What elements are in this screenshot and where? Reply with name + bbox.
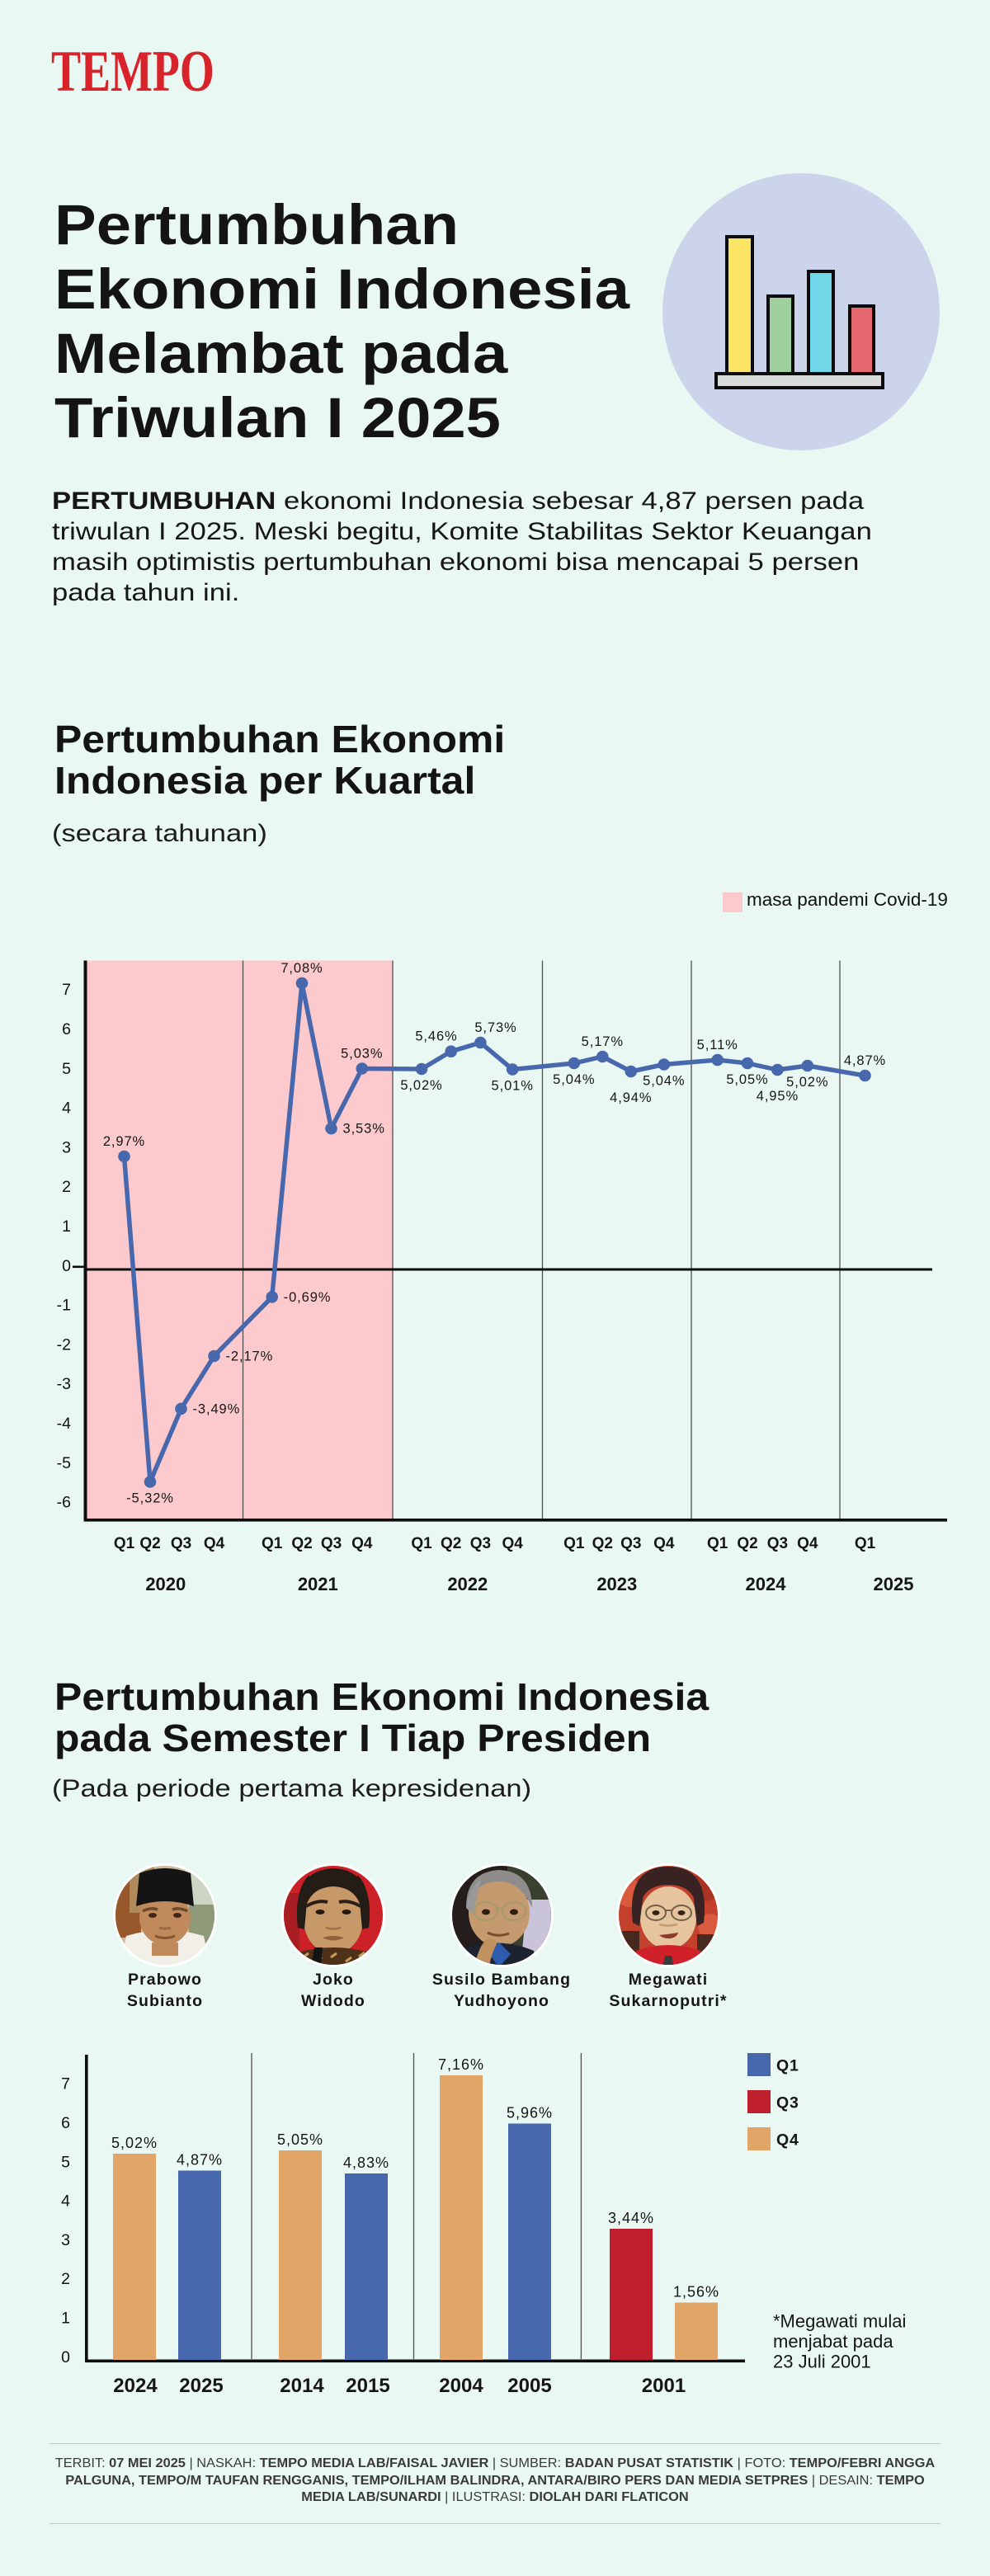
svg-text:Q2: Q2 — [291, 1535, 312, 1552]
svg-text:Q4: Q4 — [204, 1535, 225, 1552]
svg-text:Q1: Q1 — [262, 1535, 283, 1552]
svg-text:5: 5 — [61, 2153, 70, 2171]
svg-text:2: 2 — [62, 1178, 71, 1196]
svg-text:-2: -2 — [57, 1335, 71, 1354]
svg-text:4,87%: 4,87% — [844, 1053, 886, 1068]
svg-text:2025: 2025 — [874, 1574, 914, 1594]
svg-text:2025: 2025 — [179, 2375, 223, 2397]
svg-text:2023: 2023 — [596, 1574, 637, 1594]
svg-text:Q1: Q1 — [114, 1535, 135, 1552]
svg-text:-1: -1 — [57, 1297, 71, 1315]
svg-text:1,56%: 1,56% — [673, 2284, 719, 2301]
svg-text:3,44%: 3,44% — [608, 2210, 654, 2226]
svg-text:Q2: Q2 — [737, 1535, 757, 1552]
svg-text:4,94%: 4,94% — [610, 1090, 652, 1105]
svg-text:2004: 2004 — [439, 2375, 483, 2397]
svg-text:2024: 2024 — [113, 2375, 158, 2397]
svg-text:5,02%: 5,02% — [111, 2135, 158, 2151]
svg-text:5,46%: 5,46% — [415, 1029, 457, 1044]
svg-text:Q3: Q3 — [470, 1535, 491, 1552]
svg-text:Q4: Q4 — [502, 1535, 524, 1552]
svg-text:3: 3 — [62, 1138, 71, 1156]
svg-text:5,73%: 5,73% — [474, 1020, 516, 1035]
svg-text:2001: 2001 — [642, 2375, 686, 2397]
svg-text:-6: -6 — [57, 1494, 71, 1512]
svg-text:5,02%: 5,02% — [786, 1075, 828, 1090]
svg-text:2015: 2015 — [346, 2375, 389, 2397]
svg-text:3,53%: 3,53% — [343, 1122, 385, 1137]
svg-text:Q1: Q1 — [855, 1535, 876, 1552]
svg-text:Q2: Q2 — [592, 1535, 613, 1552]
svg-text:1: 1 — [61, 2310, 70, 2328]
svg-text:Q2: Q2 — [441, 1535, 461, 1552]
svg-text:Q3: Q3 — [767, 1535, 788, 1552]
svg-text:5,01%: 5,01% — [492, 1079, 534, 1094]
svg-text:7,16%: 7,16% — [438, 2056, 484, 2073]
svg-text:5,04%: 5,04% — [643, 1074, 685, 1089]
svg-text:5,03%: 5,03% — [341, 1047, 383, 1062]
svg-text:menjabat pada: menjabat pada — [773, 2331, 893, 2352]
svg-text:Q3: Q3 — [321, 1535, 342, 1552]
svg-text:Q4: Q4 — [653, 1535, 675, 1552]
svg-text:-5,32%: -5,32% — [126, 1491, 174, 1506]
svg-text:4: 4 — [62, 1100, 71, 1118]
svg-text:2021: 2021 — [298, 1574, 338, 1594]
svg-text:2,97%: 2,97% — [103, 1134, 145, 1149]
svg-text:5,02%: 5,02% — [400, 1078, 442, 1093]
svg-text:2024: 2024 — [746, 1574, 787, 1594]
svg-text:Q3: Q3 — [620, 1535, 641, 1552]
svg-text:7,08%: 7,08% — [280, 961, 323, 976]
svg-text:4: 4 — [61, 2192, 70, 2211]
svg-text:0: 0 — [62, 1257, 71, 1275]
svg-text:Q4: Q4 — [776, 2131, 799, 2150]
svg-text:4,95%: 4,95% — [757, 1089, 799, 1104]
svg-text:5,11%: 5,11% — [697, 1038, 738, 1053]
svg-text:3: 3 — [61, 2231, 70, 2249]
svg-text:-3,49%: -3,49% — [193, 1401, 241, 1416]
svg-text:2005: 2005 — [507, 2375, 551, 2397]
svg-text:5,05%: 5,05% — [726, 1072, 768, 1087]
svg-text:4,87%: 4,87% — [177, 2152, 223, 2169]
svg-text:0: 0 — [61, 2348, 70, 2366]
svg-text:Q1: Q1 — [776, 2057, 799, 2075]
svg-text:Q2: Q2 — [139, 1535, 160, 1552]
svg-text:2020: 2020 — [145, 1574, 186, 1594]
svg-text:Q4: Q4 — [351, 1535, 373, 1552]
svg-text:Q1: Q1 — [563, 1535, 585, 1552]
svg-text:6: 6 — [62, 1020, 71, 1038]
svg-text:-3: -3 — [57, 1375, 71, 1393]
svg-text:-0,69%: -0,69% — [284, 1290, 332, 1305]
svg-text:7: 7 — [62, 981, 71, 999]
svg-text:Q3: Q3 — [171, 1535, 191, 1552]
svg-text:Q3: Q3 — [776, 2094, 799, 2112]
svg-text:5,96%: 5,96% — [507, 2105, 553, 2122]
svg-text:Q1: Q1 — [707, 1535, 728, 1552]
svg-text:2014: 2014 — [280, 2375, 324, 2397]
svg-text:5,05%: 5,05% — [277, 2131, 323, 2148]
svg-text:-4: -4 — [57, 1415, 71, 1433]
svg-text:*Megawati mulai: *Megawati mulai — [773, 2310, 906, 2331]
svg-text:7: 7 — [61, 2075, 70, 2093]
svg-text:5,17%: 5,17% — [582, 1034, 624, 1049]
svg-text:1: 1 — [62, 1217, 71, 1236]
svg-text:4,83%: 4,83% — [343, 2155, 389, 2171]
svg-text:Q1: Q1 — [411, 1535, 432, 1552]
svg-text:2022: 2022 — [447, 1574, 488, 1594]
svg-text:5,04%: 5,04% — [553, 1072, 595, 1087]
svg-text:Q4: Q4 — [797, 1535, 818, 1552]
svg-text:2: 2 — [61, 2270, 70, 2288]
svg-text:-5: -5 — [57, 1454, 71, 1472]
svg-text:6: 6 — [61, 2114, 70, 2132]
svg-text:23 Juli 2001: 23 Juli 2001 — [773, 2351, 871, 2371]
svg-text:-2,17%: -2,17% — [226, 1349, 274, 1364]
svg-text:5: 5 — [62, 1060, 71, 1078]
